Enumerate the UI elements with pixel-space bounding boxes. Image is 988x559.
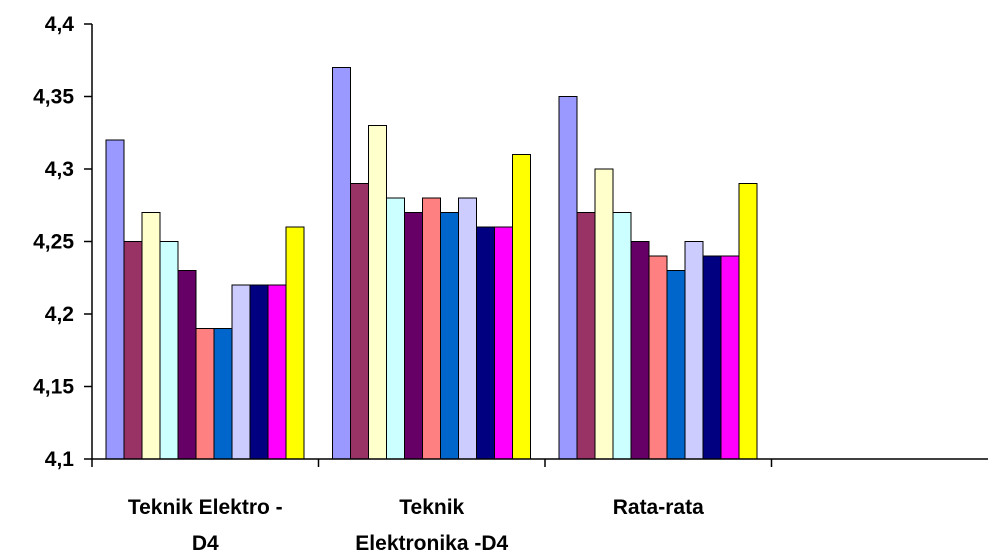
bar — [231, 284, 251, 460]
y-tick-label: 4,15 — [33, 376, 74, 399]
bar — [159, 241, 179, 460]
y-tick-label: 4,4 — [45, 13, 75, 36]
bar — [558, 96, 578, 460]
bar — [285, 226, 305, 460]
bar — [368, 125, 387, 460]
x-category-label: D4 — [192, 532, 219, 555]
bar — [702, 255, 722, 460]
bar — [738, 183, 758, 460]
bar — [350, 183, 369, 460]
bar — [177, 270, 197, 460]
bar — [612, 212, 632, 460]
bar — [458, 197, 477, 460]
y-axis-ticks: 4,1 4,15 4,2 4,25 4,3 4,35 4,4 — [33, 13, 92, 471]
y-tick-label: 4,3 — [45, 158, 74, 181]
bar — [123, 241, 143, 460]
bar — [332, 67, 351, 460]
y-tick-label: 4,1 — [45, 448, 75, 471]
bar — [666, 270, 686, 460]
y-tick-label: 4,2 — [45, 303, 74, 326]
bar — [476, 226, 495, 460]
x-category-label: Teknik — [399, 496, 464, 519]
y-tick-label: 4,25 — [33, 231, 74, 254]
bars — [105, 67, 758, 460]
bar — [422, 197, 441, 460]
x-category-label: Elektronika -D4 — [355, 532, 508, 555]
bar — [267, 284, 287, 460]
bar — [440, 212, 459, 460]
x-category-label: Rata-rata — [613, 496, 704, 519]
bar — [648, 255, 668, 460]
x-axis-ticks — [91, 459, 773, 467]
x-axis-labels: Teknik Elektro - D4 Teknik Elektronika -D4 R… — [128, 496, 704, 555]
y-tick-label: 4,35 — [33, 86, 74, 109]
bar — [512, 154, 531, 460]
x-category-label: Teknik Elektro - — [128, 496, 283, 519]
bar — [404, 212, 423, 460]
bar — [576, 212, 596, 460]
bar — [386, 197, 405, 460]
bar — [195, 328, 215, 460]
bar — [684, 241, 704, 460]
bar — [213, 328, 233, 460]
bar — [105, 139, 125, 460]
bar — [141, 212, 161, 460]
bar — [594, 168, 614, 460]
bar — [630, 241, 650, 460]
bar — [494, 226, 513, 460]
bar — [249, 284, 269, 460]
bar — [720, 255, 740, 460]
